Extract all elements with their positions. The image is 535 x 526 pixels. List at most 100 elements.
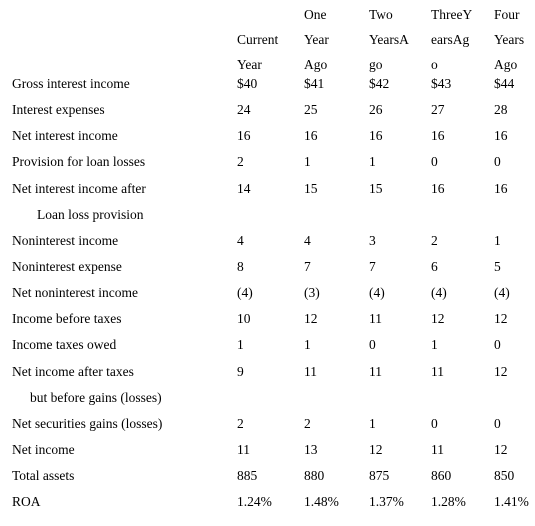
cell-value: 14 [237, 181, 251, 196]
table-row: Net income 11 13 12 11 12 [0, 437, 535, 463]
cell-value: 1.41% [494, 494, 529, 509]
cell-value: 26 [369, 102, 383, 117]
cell-value: 1 [431, 337, 438, 352]
cell-value: 13 [304, 442, 318, 457]
table-row: Income before taxes 10 12 11 12 12 [0, 306, 535, 332]
cell-value: 1 [304, 154, 311, 169]
cell-value: 5 [494, 259, 501, 274]
cell-value: 6 [431, 259, 438, 274]
table-row: but before gains (losses) [0, 385, 535, 411]
cell-value: 875 [369, 468, 390, 483]
cell-value: 11 [431, 442, 444, 457]
cell-value: 1 [237, 337, 244, 352]
row-label: but before gains (losses) [30, 390, 162, 405]
row-label: Income taxes owed [12, 337, 117, 352]
cell-value: 2 [304, 416, 311, 431]
cell-value: 15 [369, 181, 383, 196]
table-row: ROA 1.24% 1.48% 1.37% 1.28% 1.41% [0, 489, 535, 515]
cell-value: 11 [369, 364, 382, 379]
cell-value: 3 [369, 233, 376, 248]
table-row: Net income after taxes 9 11 11 11 12 [0, 359, 535, 385]
cell-value: (3) [304, 285, 320, 300]
cell-value: 0 [431, 154, 438, 169]
row-label: Loan loss provision [37, 207, 144, 222]
column-header-four-years-ago: Four Years Ago [494, 7, 525, 72]
row-label: Net interest income after [12, 181, 146, 196]
cell-value: 10 [237, 311, 251, 326]
table-row: Net interest income 16 16 16 16 16 [0, 123, 535, 149]
table-row: Net interest income after 14 15 15 16 16 [0, 176, 535, 202]
table-body: Gross interest income $40 $41 $42 $43 $4… [0, 71, 535, 515]
cell-value: 11 [304, 364, 317, 379]
cell-value: 16 [494, 181, 508, 196]
table-row: Gross interest income $40 $41 $42 $43 $4… [0, 71, 535, 97]
cell-value: $41 [304, 76, 325, 91]
cell-value: 1 [369, 416, 376, 431]
cell-value: 880 [304, 468, 325, 483]
cell-value: 12 [431, 311, 445, 326]
cell-value: (4) [237, 285, 253, 300]
cell-value: $42 [369, 76, 390, 91]
cell-value: 0 [494, 337, 501, 352]
cell-value: 16 [369, 128, 383, 143]
row-label: Noninterest expense [12, 259, 122, 274]
cell-value: 0 [494, 416, 501, 431]
table-row: Total assets 885 880 875 860 850 [0, 463, 535, 489]
cell-value: 25 [304, 102, 318, 117]
row-label: Total assets [12, 468, 75, 483]
cell-value: 2 [237, 416, 244, 431]
cell-value: 2 [431, 233, 438, 248]
table-row: Interest expenses 24 25 26 27 28 [0, 97, 535, 123]
cell-value: 16 [304, 128, 318, 143]
cell-value: (4) [494, 285, 510, 300]
cell-value: 9 [237, 364, 244, 379]
row-label: Net securities gains (losses) [12, 416, 163, 431]
cell-value: 28 [494, 102, 508, 117]
cell-value: 4 [304, 233, 311, 248]
cell-value: 0 [494, 154, 501, 169]
cell-value: 860 [431, 468, 452, 483]
table-header: Current Year One Year Ago Two YearsA go … [0, 0, 535, 72]
cell-value: 12 [494, 311, 508, 326]
cell-value: 1 [304, 337, 311, 352]
cell-value: 1 [494, 233, 501, 248]
column-header-three-years-ago: ThreeY earsAg o [431, 7, 473, 72]
cell-value: 4 [237, 233, 244, 248]
cell-value: 11 [237, 442, 250, 457]
row-label: Provision for loan losses [12, 154, 146, 169]
table-row: Net noninterest income (4) (3) (4) (4) (… [0, 280, 535, 306]
column-header-one-year-ago: One Year Ago [304, 7, 329, 72]
table-row: Noninterest income 4 4 3 2 1 [0, 228, 535, 254]
cell-value: 16 [237, 128, 251, 143]
cell-value: (4) [431, 285, 447, 300]
row-label: ROA [12, 494, 41, 509]
cell-value: 16 [431, 181, 445, 196]
cell-value: $43 [431, 76, 452, 91]
cell-value: 2 [237, 154, 244, 169]
row-label: Gross interest income [12, 76, 130, 91]
cell-value: 0 [431, 416, 438, 431]
row-label: Net income after taxes [12, 364, 134, 379]
table-row: Loan loss provision [0, 202, 535, 228]
cell-value: 12 [494, 442, 508, 457]
row-label: Net income [12, 442, 75, 457]
table-row: Net securities gains (losses) 2 2 1 0 0 [0, 411, 535, 437]
cell-value: 12 [369, 442, 383, 457]
cell-value: $44 [494, 76, 515, 91]
cell-value: 7 [304, 259, 311, 274]
cell-value: 15 [304, 181, 318, 196]
cell-value: 11 [369, 311, 382, 326]
cell-value: 1.28% [431, 494, 466, 509]
cell-value: 11 [431, 364, 444, 379]
column-header-two-years-ago: Two YearsA go [369, 7, 409, 72]
cell-value: 24 [237, 102, 251, 117]
cell-value: 16 [494, 128, 508, 143]
row-label: Income before taxes [12, 311, 122, 326]
cell-value: 1.24% [237, 494, 272, 509]
table-row: Provision for loan losses 2 1 1 0 0 [0, 149, 535, 176]
cell-value: 7 [369, 259, 376, 274]
table-row: Noninterest expense 8 7 7 6 5 [0, 254, 535, 280]
row-label: Interest expenses [12, 102, 105, 117]
cell-value: 885 [237, 468, 258, 483]
